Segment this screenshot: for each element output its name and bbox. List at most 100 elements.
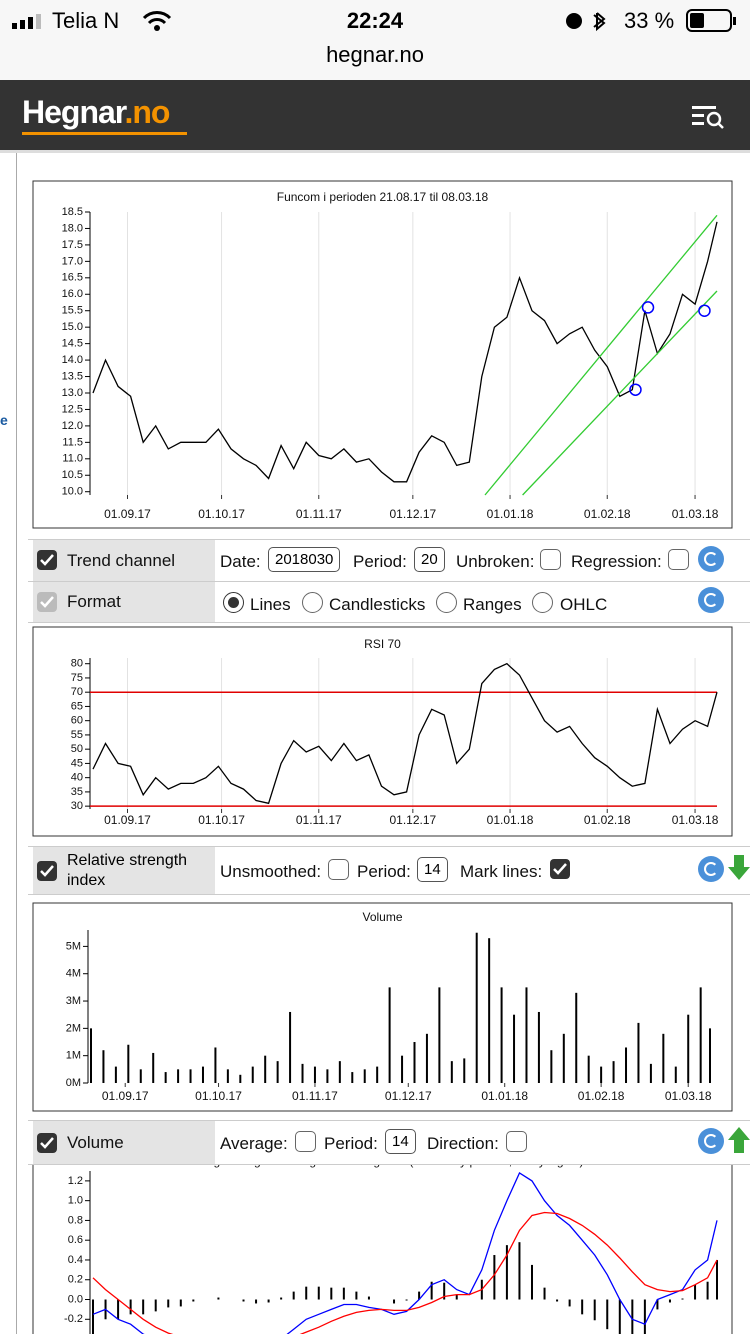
y-tick-label: 60 xyxy=(71,715,83,727)
checkbox[interactable] xyxy=(540,549,561,570)
x-tick-label: 01.11.17 xyxy=(296,813,342,827)
refresh-button[interactable] xyxy=(698,1128,724,1154)
bar xyxy=(709,1028,711,1083)
y-tick-label: 14.0 xyxy=(62,354,83,366)
bar xyxy=(513,1014,516,1083)
y-tick-label: 45 xyxy=(71,757,83,769)
left-border xyxy=(16,153,17,1334)
bar xyxy=(330,1287,333,1300)
line xyxy=(92,221,718,483)
radio[interactable] xyxy=(436,592,457,613)
field-label: Average: xyxy=(220,1134,288,1153)
bar xyxy=(292,1291,295,1300)
y-tick-label: 0.6 xyxy=(68,1234,83,1246)
bar xyxy=(376,1066,379,1083)
bar xyxy=(189,1069,192,1083)
x-tick-label: 01.02.18 xyxy=(578,1089,625,1103)
period-input[interactable]: 20 xyxy=(414,547,445,572)
y-tick-label: 2M xyxy=(66,1022,81,1034)
x-tick-label: 01.03.18 xyxy=(665,1089,712,1103)
bar xyxy=(674,1066,677,1083)
period-input[interactable]: 14 xyxy=(385,1129,416,1154)
checkbox[interactable] xyxy=(37,550,57,570)
checkbox[interactable] xyxy=(37,861,57,881)
radio-selected[interactable] xyxy=(223,592,244,613)
date-input[interactable]: 2018030 xyxy=(268,547,341,572)
bar xyxy=(239,1074,242,1083)
bar xyxy=(177,1069,180,1083)
y-tick-label: 1.0 xyxy=(68,1195,83,1207)
x-tick-label: 01.01.18 xyxy=(481,1089,528,1103)
bar xyxy=(114,1066,117,1083)
checkbox[interactable] xyxy=(37,1133,57,1153)
bar xyxy=(618,1299,621,1334)
radio-label: Lines xyxy=(250,595,291,614)
row-label: Trend channel xyxy=(67,551,176,570)
x-tick-label: 01.10.17 xyxy=(195,1089,242,1103)
radio[interactable] xyxy=(532,592,553,613)
bar xyxy=(418,1291,421,1300)
bar xyxy=(662,1033,665,1083)
volume-row: Volume Average: Period: 14 Direction: xyxy=(28,1120,750,1165)
bar xyxy=(656,1299,659,1310)
checkbox[interactable] xyxy=(668,549,689,570)
refresh-button[interactable] xyxy=(698,546,724,572)
bar xyxy=(217,1297,220,1300)
checkbox[interactable] xyxy=(550,859,570,879)
bar xyxy=(393,1299,396,1304)
bar xyxy=(716,1259,718,1300)
x-tick-label: 01.11.17 xyxy=(296,507,342,521)
checkbox[interactable] xyxy=(506,1131,527,1152)
logo[interactable]: Hegnar.no xyxy=(22,94,170,131)
signal-icon xyxy=(12,14,41,29)
bar xyxy=(214,1047,217,1083)
period-value: 20 xyxy=(414,547,445,572)
period-input[interactable]: 14 xyxy=(417,857,448,882)
y-tick-label: 14.5 xyxy=(62,338,83,350)
battery-icon xyxy=(686,9,736,32)
x-tick-label: 01.12.17 xyxy=(389,813,436,827)
y-tick-label: 80 xyxy=(71,658,83,670)
bar xyxy=(668,1299,671,1303)
bar xyxy=(562,1033,565,1083)
bar xyxy=(388,987,391,1083)
label-cell xyxy=(33,1121,215,1164)
label-cell xyxy=(33,582,215,622)
field-label: Mark lines: xyxy=(460,862,543,881)
radio-label: Ranges xyxy=(463,595,522,614)
row-label: Relative strength index xyxy=(67,852,188,889)
bar xyxy=(142,1299,145,1315)
y-tick-label: -0.4 xyxy=(64,1333,83,1334)
y-tick-label: 10.5 xyxy=(62,469,83,481)
bar xyxy=(525,987,528,1083)
bar xyxy=(326,1069,329,1083)
y-tick-label: 10.0 xyxy=(62,486,83,498)
y-tick-label: 15.0 xyxy=(62,321,83,333)
y-tick-label: 70 xyxy=(71,686,83,698)
checkbox[interactable] xyxy=(295,1131,316,1152)
y-tick-label: 3M xyxy=(66,995,81,1007)
bar xyxy=(575,992,578,1083)
bar xyxy=(475,932,478,1083)
y-tick-label: 12.0 xyxy=(62,420,83,432)
bar xyxy=(455,1294,458,1300)
bar xyxy=(463,1058,466,1083)
refresh-button[interactable] xyxy=(698,856,724,882)
bar xyxy=(543,1287,546,1300)
radio[interactable] xyxy=(302,592,323,613)
up-arrow[interactable] xyxy=(728,1127,750,1153)
wifi-icon xyxy=(142,11,172,31)
bar xyxy=(280,1297,283,1300)
bar xyxy=(637,1022,640,1083)
checkbox[interactable] xyxy=(328,859,349,880)
x-tick-label: 01.02.18 xyxy=(584,813,631,827)
menu-icon[interactable] xyxy=(690,104,728,130)
bar xyxy=(518,1242,521,1300)
bar xyxy=(694,1284,697,1300)
refresh-button[interactable] xyxy=(698,587,724,613)
x-tick-label: 01.11.17 xyxy=(292,1089,338,1103)
field-label: Period: xyxy=(357,862,411,881)
y-tick-label: 40 xyxy=(71,772,83,784)
bar xyxy=(681,1298,684,1300)
down-arrow[interactable] xyxy=(728,855,750,881)
